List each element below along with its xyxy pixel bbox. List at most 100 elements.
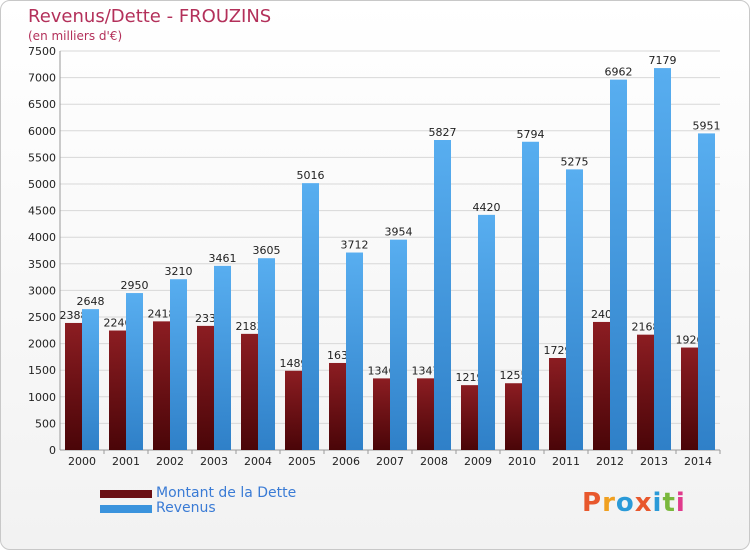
bar-revenus bbox=[214, 265, 231, 450]
y-tick-label: 1000 bbox=[28, 391, 56, 404]
bar-dette bbox=[153, 321, 170, 450]
logo-letter: x bbox=[634, 488, 653, 518]
value-label-revenus: 2950 bbox=[121, 279, 149, 292]
x-tick-label: 2014 bbox=[684, 455, 712, 468]
bar-revenus bbox=[82, 309, 99, 450]
value-label-revenus: 3461 bbox=[209, 252, 237, 265]
y-tick-label: 500 bbox=[35, 417, 56, 430]
bar-revenus bbox=[698, 133, 715, 450]
value-label-revenus: 5275 bbox=[561, 155, 589, 168]
legend-swatch-dette bbox=[100, 490, 152, 498]
value-label-dette: 1926 bbox=[676, 334, 704, 347]
bar-revenus bbox=[390, 239, 407, 450]
x-tick-label: 2010 bbox=[508, 455, 536, 468]
y-tick-label: 2500 bbox=[28, 311, 56, 324]
bar-revenus bbox=[522, 141, 539, 450]
bar-dette bbox=[505, 383, 522, 450]
x-tick-label: 2007 bbox=[376, 455, 404, 468]
x-tick-label: 2009 bbox=[464, 455, 492, 468]
logo-letter: r bbox=[602, 488, 616, 518]
bar-revenus bbox=[126, 293, 143, 450]
y-tick-label: 3500 bbox=[28, 258, 56, 271]
bar-dette bbox=[417, 378, 434, 450]
bar-revenus bbox=[170, 279, 187, 450]
bar-revenus bbox=[478, 214, 495, 450]
bar-dette bbox=[241, 333, 258, 450]
value-label-dette: 2418 bbox=[148, 307, 176, 320]
value-label-dette: 1219 bbox=[456, 371, 484, 384]
value-label-revenus: 4420 bbox=[473, 201, 501, 214]
x-tick-label: 2003 bbox=[200, 455, 228, 468]
chart-title: Revenus/Dette - FROUZINS bbox=[28, 6, 272, 27]
bar-dette bbox=[461, 385, 478, 450]
bar-revenus bbox=[610, 79, 627, 451]
logo-letter: i bbox=[675, 488, 686, 518]
legend-label-revenus: Revenus bbox=[156, 500, 216, 516]
y-tick-label: 7000 bbox=[28, 72, 56, 85]
x-tick-label: 2013 bbox=[640, 455, 668, 468]
x-tick-label: 2005 bbox=[288, 455, 316, 468]
bar-dette bbox=[681, 347, 698, 450]
value-label-revenus: 5016 bbox=[297, 169, 325, 182]
bar-revenus bbox=[434, 140, 451, 450]
bar-revenus bbox=[566, 169, 583, 450]
logo-letter: P bbox=[582, 488, 603, 518]
bar-revenus bbox=[346, 252, 363, 450]
bar-dette bbox=[593, 321, 610, 450]
value-label-dette: 1489 bbox=[280, 357, 308, 370]
value-label-dette: 2246 bbox=[104, 317, 132, 330]
y-tick-label: 7500 bbox=[28, 45, 56, 58]
y-tick-label: 5500 bbox=[28, 151, 56, 164]
value-label-revenus: 3712 bbox=[341, 239, 369, 252]
value-label-revenus: 2648 bbox=[77, 295, 105, 308]
value-label-dette: 1729 bbox=[544, 344, 572, 357]
bar-dette bbox=[549, 358, 566, 450]
bar-revenus bbox=[654, 68, 671, 450]
y-tick-label: 1500 bbox=[28, 364, 56, 377]
y-tick-label: 0 bbox=[49, 444, 56, 457]
x-tick-label: 2002 bbox=[156, 455, 184, 468]
value-label-revenus: 3954 bbox=[385, 226, 413, 239]
value-label-revenus: 3210 bbox=[165, 265, 193, 278]
bar-dette bbox=[197, 325, 214, 450]
value-label-dette: 2168 bbox=[632, 321, 660, 334]
value-label-dette: 163 bbox=[327, 349, 348, 362]
value-label-revenus: 5827 bbox=[429, 126, 457, 139]
logo-letter: t bbox=[662, 488, 676, 518]
value-label-dette: 233 bbox=[195, 312, 216, 325]
legend-swatch-revenus bbox=[100, 505, 152, 513]
bar-dette bbox=[109, 330, 126, 450]
bar-dette bbox=[65, 322, 82, 450]
value-label-dette: 2388 bbox=[60, 309, 88, 322]
bar-revenus bbox=[258, 258, 275, 450]
x-tick-label: 2011 bbox=[552, 455, 580, 468]
y-tick-label: 6000 bbox=[28, 125, 56, 138]
y-tick-label: 2000 bbox=[28, 338, 56, 351]
proxiti-logo: Proxiti bbox=[582, 488, 686, 518]
x-tick-label: 2006 bbox=[332, 455, 360, 468]
y-tick-label: 5000 bbox=[28, 178, 56, 191]
x-tick-label: 2012 bbox=[596, 455, 624, 468]
value-label-dette: 2183 bbox=[236, 320, 264, 333]
value-label-revenus: 3605 bbox=[253, 244, 281, 257]
x-tick-label: 2000 bbox=[68, 455, 96, 468]
y-tick-label: 6500 bbox=[28, 98, 56, 111]
legend-label-dette: Montant de la Dette bbox=[156, 485, 297, 501]
bar-dette bbox=[329, 362, 346, 450]
y-tick-label: 3000 bbox=[28, 284, 56, 297]
value-label-revenus: 5794 bbox=[517, 128, 545, 141]
logo-letter: o bbox=[615, 488, 635, 518]
logo-letter: i bbox=[652, 488, 663, 518]
x-tick-label: 2001 bbox=[112, 455, 140, 468]
x-tick-label: 2008 bbox=[420, 455, 448, 468]
bar-revenus bbox=[302, 183, 319, 450]
value-label-dette: 1255 bbox=[500, 369, 528, 382]
value-label-revenus: 6962 bbox=[605, 66, 633, 79]
value-label-revenus: 7179 bbox=[649, 54, 677, 67]
value-label-revenus: 5951 bbox=[693, 119, 721, 132]
y-tick-label: 4500 bbox=[28, 205, 56, 218]
bar-dette bbox=[285, 370, 302, 450]
bar-dette bbox=[373, 378, 390, 450]
value-label-dette: 240 bbox=[591, 308, 612, 321]
